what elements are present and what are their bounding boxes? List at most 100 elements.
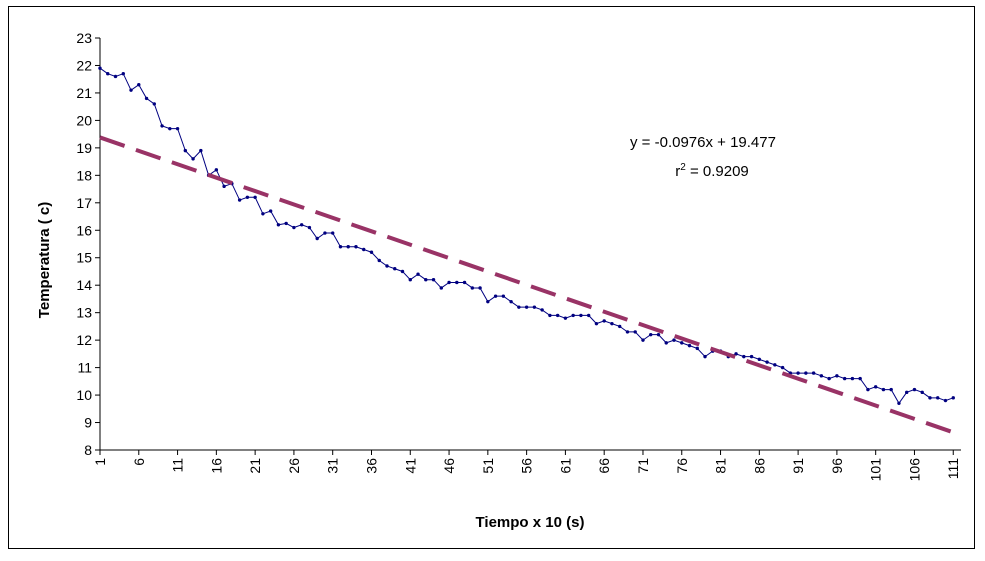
r-squared-value: = 0.9209 [686,163,749,180]
data-point [183,148,188,153]
data-point [268,209,273,213]
data-point [338,245,343,249]
data-point [951,396,955,400]
r-squared-prefix: r [675,163,680,180]
x-tick-label: 16 [208,458,224,474]
data-point [687,343,692,348]
data-point [486,299,490,304]
x-tick-label: 1 [92,458,108,466]
data-point [532,305,537,309]
x-tick-label: 96 [829,458,845,474]
x-axis-title: Tiempo x 10 (s) [476,514,585,531]
data-point [470,286,475,290]
data-point [478,286,482,290]
data-point [261,212,265,216]
data-point [284,221,288,226]
data-point [555,313,560,318]
data-point [928,396,932,400]
data-point [881,387,886,392]
data-point [299,223,304,227]
data-point [222,184,226,189]
data-point [191,157,195,161]
data-point [579,313,583,318]
data-point [866,387,870,392]
chart-area-border [8,6,975,549]
data-point [253,195,257,200]
x-tick-label: 106 [906,458,922,482]
data-point [315,236,319,241]
data-point [672,338,676,342]
data-point [113,74,118,79]
data-point [160,124,164,128]
r-squared-label: r2 = 0.9209 [675,162,749,180]
data-point [354,245,358,249]
data-point [656,332,661,337]
y-tick-label: 10 [76,387,92,403]
y-axis: 8 9 10 11 12 13 14 15 16 17 18 19 20 21 22 23 [76,30,101,458]
y-tick-label: 17 [76,195,92,211]
x-tick-label: 101 [868,458,884,482]
y-tick-label: 15 [76,250,92,266]
data-point [431,278,436,282]
x-tick-label: 46 [441,458,457,474]
data-point [447,280,451,285]
data-point [827,376,831,381]
data-point [98,66,102,70]
x-axis: 1 6 11 16 21 26 31 36 41 46 51 56 61 66 71 76 81 86 91 96 10… [92,449,961,482]
data-point [292,225,296,230]
data-point [773,363,777,367]
data-point [943,398,948,403]
data-point [137,82,141,87]
x-tick-label: 26 [286,458,302,474]
data-point [439,286,443,290]
data-point [517,305,521,309]
data-point [424,278,428,282]
data-point [408,278,412,282]
y-tick-label: 9 [84,415,92,431]
data-point [680,341,684,345]
data-point [168,126,172,131]
y-tick-label: 16 [76,222,92,238]
data-point [850,376,855,381]
x-tick-label: 111 [945,458,961,479]
data-point [307,225,312,230]
y-tick-label: 8 [84,442,92,458]
x-tick-label: 56 [519,458,535,474]
data-point [462,280,467,285]
series-layer [98,66,955,406]
x-tick-label: 61 [557,458,573,474]
data-point [610,321,614,326]
data-point [618,324,622,329]
data-point [509,299,513,304]
data-point [152,102,156,106]
data-point [664,341,668,345]
data-point [323,231,327,235]
data-point [819,374,824,378]
data-point [563,316,568,320]
data-point [237,198,242,202]
trendline-equation: y = -0.0976x + 19.477 [630,134,776,151]
data-point [121,72,125,76]
data-point [703,354,707,359]
data-point [641,338,645,342]
data-point [920,390,924,395]
data-point [804,371,808,375]
data-point [873,385,878,389]
data-point [835,374,839,378]
data-point [385,264,389,268]
data-point [765,360,769,364]
y-tick-label: 20 [76,112,92,128]
y-tick-label: 12 [76,332,92,348]
data-point [245,195,250,200]
data-point [625,330,630,334]
y-axis-title: Temperatura ( c) [36,202,53,318]
x-tick-label: 71 [635,458,651,474]
data-point [175,126,180,131]
data-point [695,346,699,351]
data-point [586,313,591,318]
r-squared-exponent: 2 [680,162,686,173]
data-point [346,245,350,249]
data-point [129,88,133,92]
